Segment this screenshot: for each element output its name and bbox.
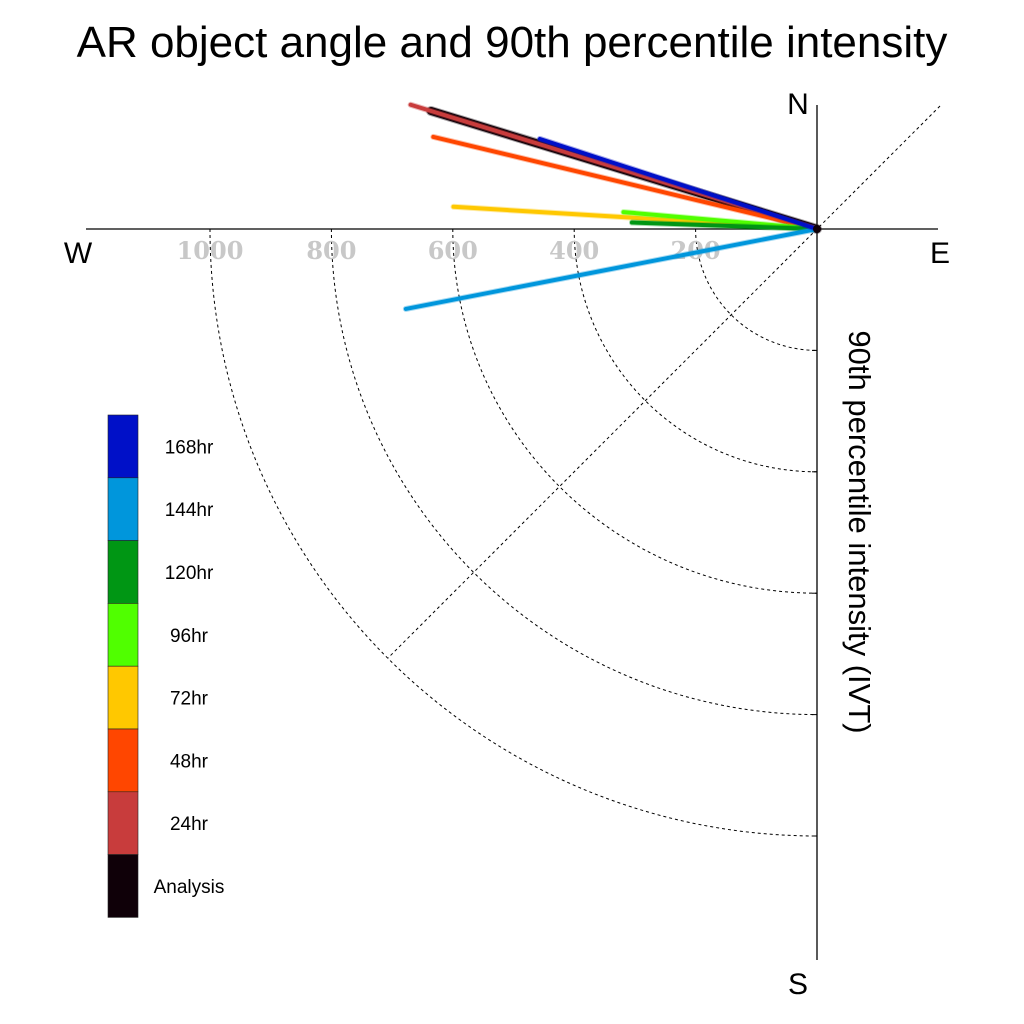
radial-gridline [452, 228, 818, 594]
compass-south-label: S [788, 968, 808, 1001]
legend-label-96hr: 96hr [170, 626, 209, 647]
series-line-144hr [403, 227, 819, 311]
compass-north-label: N [787, 88, 809, 121]
series-line-48hr [431, 134, 819, 231]
series-line-168hr [537, 136, 819, 231]
legend-swatch-120hr [107, 540, 139, 604]
legend-label-144hr: 144hr [165, 500, 214, 521]
legend-label-24hr: 24hr [170, 814, 209, 835]
series-line-120hr [629, 220, 819, 231]
legend-swatch-168hr [107, 414, 139, 479]
radial-gridline [330, 228, 818, 716]
legend-label-48hr: 48hr [170, 751, 209, 772]
radial-gridline [209, 228, 818, 837]
radial-tick-label: 800 [306, 236, 356, 265]
radial-tick-label: 400 [549, 236, 599, 265]
legend-swatch-analysis [107, 854, 139, 918]
legend-label-120hr: 120hr [165, 563, 214, 584]
radial-gridline [695, 228, 818, 351]
legend-swatch-96hr [107, 603, 139, 667]
legend-label-72hr: 72hr [170, 689, 209, 710]
radial-tick-label: 1000 [177, 236, 244, 265]
legend-swatch-144hr [107, 477, 139, 541]
legend: 168hr 144hr 120hr 96hr 72hr 48hr 24hr Analysis [107, 414, 225, 918]
compass-west-label: W [64, 237, 93, 270]
series-lines [402, 101, 822, 312]
legend-label-168hr: 168hr [165, 437, 214, 458]
chart-title: AR object angle and 90th percentile inte… [77, 18, 948, 67]
legend-label-analysis: Analysis [154, 877, 225, 898]
radial-tick-label: 600 [428, 236, 478, 265]
chart-grid [86, 105, 941, 960]
legend-swatch-72hr [107, 665, 139, 730]
legend-swatch-24hr [107, 791, 139, 855]
legend-swatch-48hr [107, 728, 139, 793]
diagonal-gridline [387, 105, 941, 659]
compass-east-label: E [930, 237, 950, 270]
radial-gridline [573, 228, 818, 473]
radial-axis-label: 90th percentile intensity (IVT) [842, 330, 877, 733]
origin-point [813, 225, 821, 233]
